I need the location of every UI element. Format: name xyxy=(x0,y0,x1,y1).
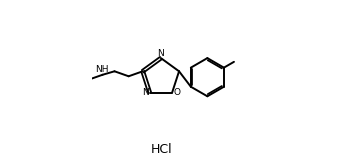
Text: NH: NH xyxy=(95,65,108,74)
Text: N: N xyxy=(142,88,148,97)
Text: HCl: HCl xyxy=(151,143,173,156)
Text: N: N xyxy=(158,49,164,58)
Text: O: O xyxy=(173,88,180,97)
